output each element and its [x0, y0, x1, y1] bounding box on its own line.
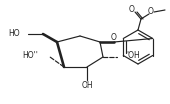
Text: 'OH: 'OH [126, 51, 140, 61]
Text: OH: OH [81, 82, 93, 90]
Text: HO'': HO'' [22, 51, 38, 61]
Text: HO: HO [8, 30, 20, 38]
Text: O: O [111, 32, 117, 41]
Text: O: O [129, 6, 135, 14]
Text: O: O [148, 7, 154, 17]
